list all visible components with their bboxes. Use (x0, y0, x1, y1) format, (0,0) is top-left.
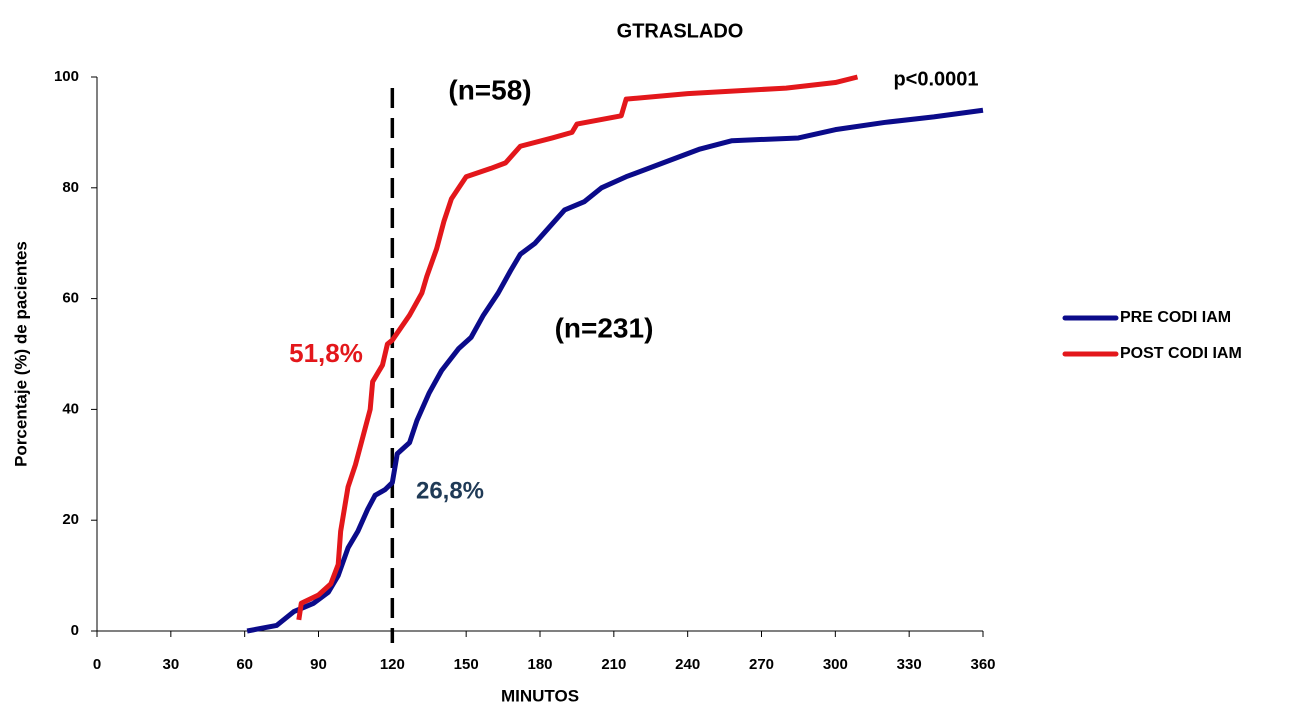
x-tick-label: 360 (970, 656, 995, 673)
legend-label: POST CODI IAM (1120, 345, 1242, 362)
chart-title: GTRASLADO (617, 20, 744, 42)
x-tick-label: 210 (601, 656, 626, 673)
annotation: 26,8% (416, 477, 484, 504)
x-tick-label: 240 (675, 656, 700, 673)
x-tick-label: 120 (380, 656, 405, 673)
x-tick-label: 300 (823, 656, 848, 673)
x-tick-label: 270 (749, 656, 774, 673)
y-axis-label: Porcentaje (%) de pacientes (11, 241, 30, 467)
x-tick-label: 0 (93, 656, 101, 673)
data-line (296, 74, 859, 621)
x-tick-label: 180 (527, 656, 552, 673)
annotation: 51,8% (289, 338, 363, 368)
y-tick-label: 20 (62, 511, 79, 528)
annotation: p<0.0001 (893, 68, 978, 90)
y-tick-label: 60 (62, 290, 79, 307)
y-tick-label: 0 (71, 622, 79, 639)
x-tick-label: 330 (897, 656, 922, 673)
annotation: (n=231) (555, 312, 654, 343)
data-line (246, 107, 984, 634)
legend-label: PRE CODI IAM (1120, 309, 1231, 326)
x-axis-label: MINUTOS (501, 686, 579, 705)
x-tick-label: 150 (454, 656, 479, 673)
y-tick-label: 100 (54, 68, 79, 85)
y-tick-label: 80 (62, 179, 79, 196)
x-tick-label: 90 (310, 656, 327, 673)
annotation: (n=58) (448, 74, 531, 105)
y-tick-label: 40 (62, 400, 79, 417)
x-tick-label: 60 (236, 656, 253, 673)
x-tick-label: 30 (162, 656, 179, 673)
